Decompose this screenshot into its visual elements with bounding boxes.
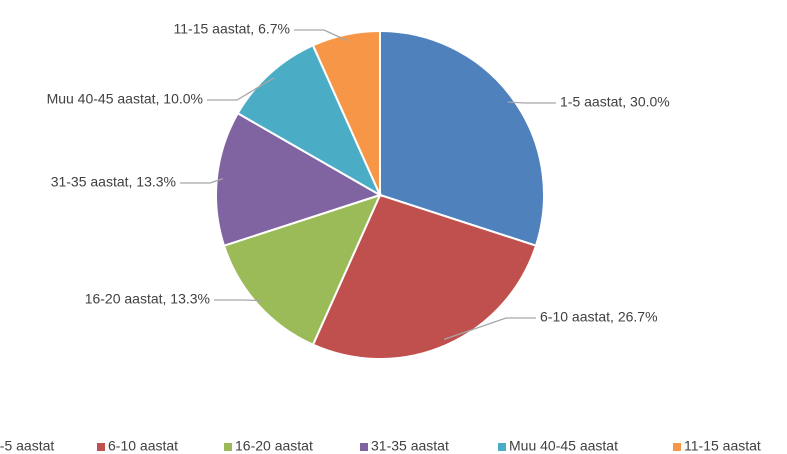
leader-line [294,29,348,42]
legend-label: 16-20 aastat [235,438,313,454]
data-label: 1-5 aastat, 30.0% [560,94,670,110]
data-label: 6-10 aastat, 26.7% [540,309,658,325]
legend-swatch [97,443,105,451]
leader-line [207,77,275,101]
leader-line [443,317,536,341]
pie-slice [379,29,545,247]
pie-slice [215,111,383,247]
legend-swatch [498,443,506,451]
data-label: Muu 40-45 aastat, 10.0% [47,91,203,107]
legend-swatch [360,443,368,451]
legend-label: 6-10 aastat [108,438,178,454]
leader-line [507,101,556,104]
pie-slice [236,43,383,198]
leader-line [214,299,263,302]
legend-label: 31-35 aastat [371,438,449,454]
legend-label: 11-15 aastat [684,438,761,454]
pie-slice [311,193,538,360]
legend-label: 1-5 aastat [0,438,54,454]
data-label: 11-15 aastat, 6.7% [174,21,290,37]
data-label: 16-20 aastat, 13.3% [85,291,210,307]
legend-swatch [673,443,681,451]
legend-swatch [224,443,232,451]
pie-slice [222,193,382,347]
leader-line [180,178,224,184]
legend-label: Muu 40-45 aastat [509,438,618,454]
data-label: 31-35 aastat, 13.3% [51,174,176,190]
pie-slice [311,29,381,196]
